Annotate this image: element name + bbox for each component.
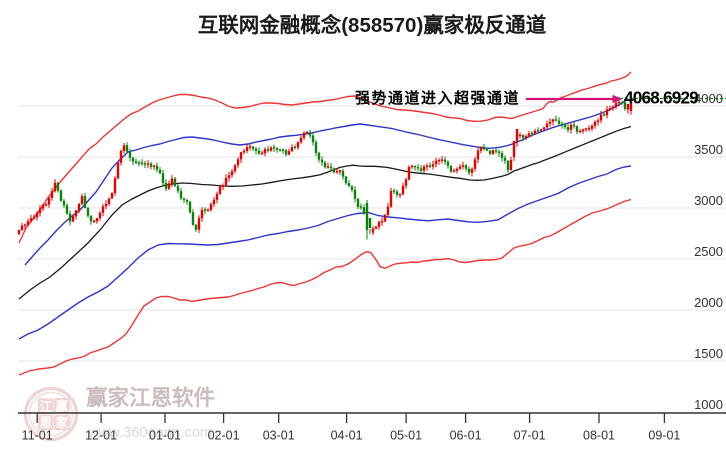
svg-text:恩: 恩: [40, 415, 53, 430]
svg-text:3000: 3000: [694, 193, 723, 208]
svg-text:11-01: 11-01: [22, 429, 53, 443]
svg-text:05-01: 05-01: [390, 429, 422, 443]
svg-text:09-01: 09-01: [648, 429, 680, 443]
svg-text:01-01: 01-01: [149, 429, 181, 443]
svg-text:1500: 1500: [694, 346, 723, 361]
svg-text:4068.6929: 4068.6929: [624, 88, 698, 108]
svg-text:02-01: 02-01: [208, 429, 240, 443]
svg-text:2000: 2000: [694, 295, 723, 310]
svg-text:www.360gann.com: www.360gann.com: [87, 425, 212, 441]
svg-text:07-01: 07-01: [514, 429, 546, 443]
svg-text:4000: 4000: [694, 91, 723, 106]
svg-text:12-01: 12-01: [85, 429, 117, 443]
svg-text:江: 江: [40, 399, 53, 414]
svg-text:1000: 1000: [694, 397, 723, 412]
svg-text:赢: 赢: [56, 398, 69, 413]
svg-text:08-01: 08-01: [583, 429, 615, 443]
svg-text:03-01: 03-01: [263, 429, 295, 443]
svg-text:3500: 3500: [694, 142, 723, 157]
svg-text:家: 家: [56, 415, 69, 430]
svg-text:互联网金融概念(858570)赢家极反通道: 互联网金融概念(858570)赢家极反通道: [198, 13, 547, 37]
svg-text:赢家江恩软件: 赢家江恩软件: [86, 385, 215, 410]
svg-text:2500: 2500: [694, 244, 723, 259]
svg-text:强势通道进入超强通道: 强势通道进入超强通道: [355, 89, 520, 107]
svg-text:06-01: 06-01: [450, 429, 482, 443]
svg-text:04-01: 04-01: [331, 429, 363, 443]
